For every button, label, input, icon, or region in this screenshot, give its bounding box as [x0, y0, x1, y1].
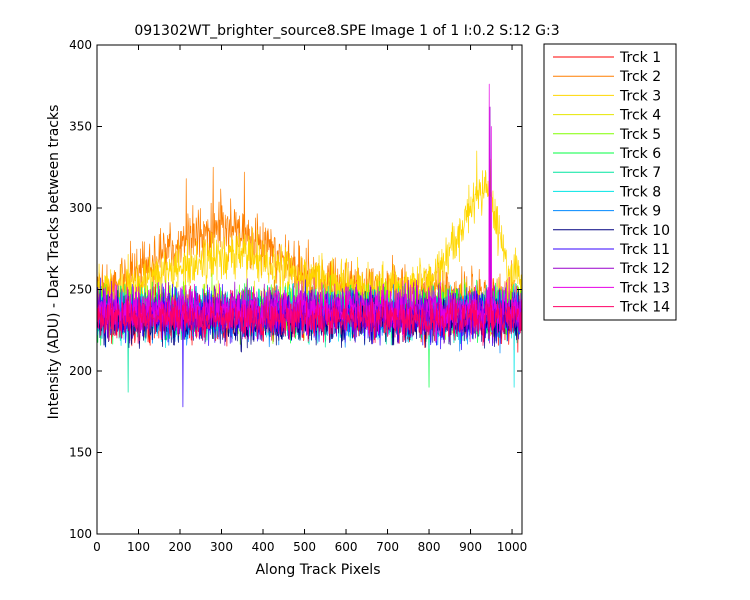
legend-label: Trck 13 — [619, 280, 670, 296]
legend-entry: Trck 11 — [553, 242, 670, 258]
legend-entry: Trck 9 — [553, 204, 661, 220]
legend-entry: Trck 3 — [553, 88, 661, 104]
legend-label: Trck 3 — [619, 88, 661, 104]
legend-entry: Trck 6 — [553, 146, 661, 162]
series-lines — [96, 83, 522, 408]
legend-label: Trck 6 — [619, 146, 661, 162]
x-tick-label: 700 — [376, 540, 399, 554]
legend-entry: Trck 10 — [553, 223, 670, 239]
legend-label: Trck 1 — [619, 50, 661, 66]
legend-label: Trck 7 — [619, 165, 661, 181]
series-line-trck-14 — [96, 292, 522, 346]
y-tick-label: 300 — [69, 201, 92, 215]
legend-entry: Trck 8 — [553, 184, 661, 200]
legend-label: Trck 12 — [619, 261, 670, 277]
x-axis: 0 100 200 300 400 500 600 700 800 900 1000 — [93, 45, 527, 554]
x-tick-label: 1000 — [497, 540, 528, 554]
x-tick-label: 500 — [293, 540, 316, 554]
y-tick-label: 100 — [69, 527, 92, 541]
legend-label: Trck 8 — [619, 184, 661, 200]
legend-entry: Trck 14 — [553, 300, 670, 316]
legend-label: Trck 9 — [619, 204, 661, 220]
legend-entry: Trck 1 — [553, 50, 661, 66]
x-tick-label: 400 — [252, 540, 275, 554]
x-tick-label: 0 — [93, 540, 101, 554]
x-tick-label: 100 — [127, 540, 150, 554]
x-tick-label: 900 — [459, 540, 482, 554]
legend: Trck 1 Trck 2 Trck 3 Trck 4 Trck 5 Trck 6 Trck… — [543, 43, 677, 321]
y-tick-label: 350 — [69, 120, 92, 134]
legend-entry: Trck 2 — [553, 69, 661, 85]
legend-label: Trck 14 — [619, 300, 670, 316]
y-axis-label: Intensity (ADU) - Dark Tracks between tr… — [46, 105, 62, 420]
x-tick-label: 300 — [210, 540, 233, 554]
y-tick-label: 200 — [69, 364, 92, 378]
legend-entry: Trck 4 — [553, 108, 661, 124]
legend-box — [543, 43, 677, 321]
y-tick-label: 250 — [69, 283, 92, 297]
x-tick-label: 200 — [169, 540, 192, 554]
x-tick-label: 800 — [418, 540, 441, 554]
chart-title: 091302WT_brighter_source8.SPE Image 1 of… — [134, 23, 559, 39]
y-tick-label: 150 — [69, 446, 92, 460]
legend-label: Trck 2 — [619, 69, 661, 85]
legend-entry: Trck 7 — [553, 165, 661, 181]
legend-label: Trck 4 — [619, 108, 661, 124]
legend-label: Trck 11 — [619, 242, 670, 258]
series-line-trck-3 — [96, 150, 522, 315]
y-axis: 100 150 200 250 300 350 400 — [69, 38, 522, 541]
y-tick-label: 400 — [69, 38, 92, 52]
legend-label: Trck 5 — [619, 127, 661, 143]
x-axis-label: Along Track Pixels — [255, 562, 380, 578]
x-tick-label: 600 — [335, 540, 358, 554]
legend-label: Trck 10 — [619, 223, 670, 239]
legend-entry: Trck 5 — [553, 127, 661, 143]
legend-entry: Trck 12 — [553, 261, 670, 277]
legend-entry: Trck 13 — [553, 280, 670, 296]
